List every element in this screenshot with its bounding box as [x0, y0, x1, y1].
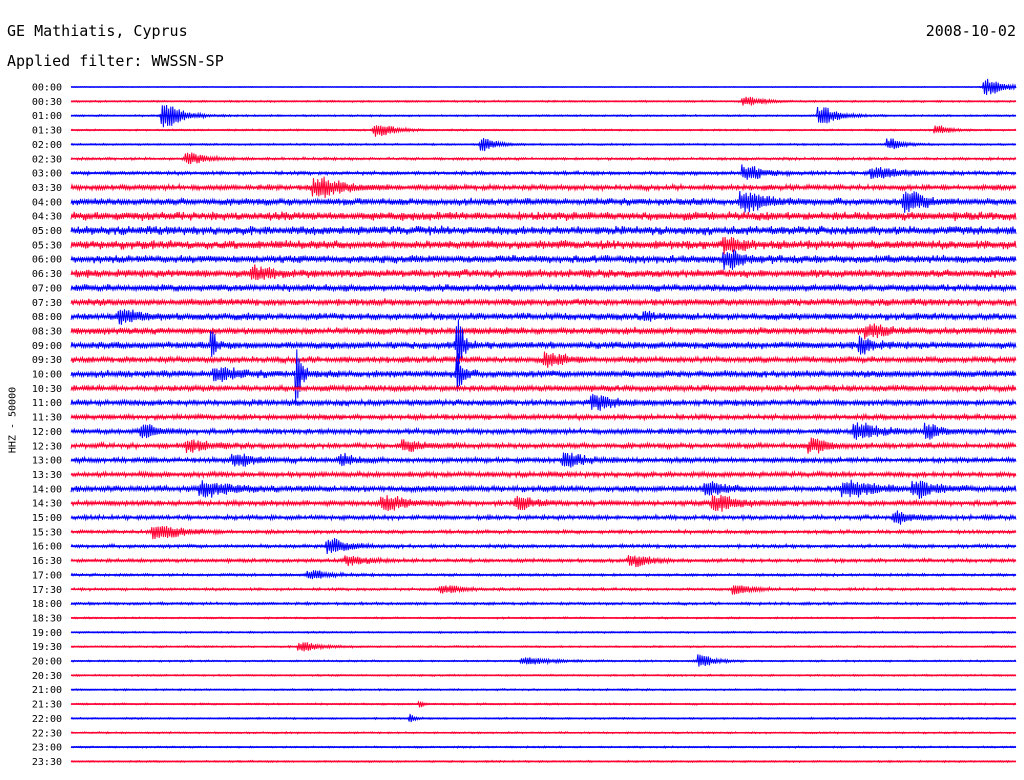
- row-time-label: 22:00: [32, 714, 62, 725]
- seismic-trace-1430: [70, 494, 1017, 512]
- row-time-label: 13:00: [32, 456, 62, 467]
- row-time-label: 05:00: [32, 226, 62, 237]
- seismic-trace-0930: [70, 351, 1017, 368]
- row-time-label: 14:00: [32, 484, 62, 495]
- seismic-trace-1000: [70, 349, 1017, 403]
- row-time-label: 07:00: [32, 283, 62, 294]
- row-time-label: 04:30: [32, 212, 62, 223]
- row-time-label: 01:30: [32, 126, 62, 137]
- row-time-label: 01:00: [32, 111, 62, 122]
- seismic-trace-0800: [70, 309, 1017, 325]
- row-time-label: 02:00: [32, 140, 62, 151]
- row-time-label: 08:00: [32, 312, 62, 323]
- row-time-label: 14:30: [32, 499, 62, 510]
- row-time-label: 23:30: [32, 757, 62, 768]
- seismic-trace-0630: [70, 264, 1017, 280]
- seismic-trace-1100: [70, 393, 1017, 411]
- row-time-label: 16:00: [32, 542, 62, 553]
- row-time-label: 03:00: [32, 169, 62, 180]
- row-time-label: 15:00: [32, 513, 62, 524]
- seismic-trace-0300: [70, 164, 1017, 180]
- row-time-label: 12:00: [32, 427, 62, 438]
- row-time-label: 21:00: [32, 685, 62, 696]
- row-time-label: 07:30: [32, 298, 62, 309]
- row-time-label: 23:00: [32, 743, 62, 754]
- row-time-label: 13:30: [32, 470, 62, 481]
- row-time-label: 17:00: [32, 570, 62, 581]
- row-time-label: 11:00: [32, 398, 62, 409]
- seismic-trace-0430: [70, 211, 1017, 222]
- row-time-label: 10:30: [32, 384, 62, 395]
- row-time-label: 16:30: [32, 556, 62, 567]
- seismic-trace-0130: [70, 125, 1017, 137]
- row-time-label: 10:00: [32, 370, 62, 381]
- row-time-label: 15:30: [32, 527, 62, 538]
- seismic-trace-1500: [70, 510, 1017, 525]
- seismic-trace-1130: [70, 412, 1017, 422]
- seismic-trace-1200: [70, 422, 1017, 440]
- seismic-trace-0330: [70, 176, 1017, 199]
- row-time-label: 17:30: [32, 585, 62, 596]
- row-time-label: 12:30: [32, 441, 62, 452]
- row-time-label: 08:30: [32, 326, 62, 337]
- row-time-label: 21:30: [32, 700, 62, 711]
- seismic-trace-0400: [70, 190, 1017, 213]
- row-time-label: 19:30: [32, 642, 62, 653]
- seismic-trace-0530: [70, 236, 1017, 255]
- row-time-label: 20:30: [32, 671, 62, 682]
- seismic-trace-0700: [70, 282, 1017, 293]
- row-time-label: 04:00: [32, 197, 62, 208]
- row-time-label: 09:30: [32, 355, 62, 366]
- row-time-label: 19:00: [32, 628, 62, 639]
- row-time-label: 03:30: [32, 183, 62, 194]
- row-time-label: 09:00: [32, 341, 62, 352]
- date-label: 2008-10-02: [925, 22, 1016, 40]
- seismic-trace-0830: [70, 323, 1017, 340]
- seismic-trace-1400: [70, 479, 1017, 499]
- seismic-trace-1730: [70, 585, 1017, 595]
- seismic-trace-0900: [70, 319, 1017, 375]
- row-time-label: 02:30: [32, 154, 62, 165]
- filter-label: Applied filter: WWSSN-SP: [7, 52, 224, 70]
- row-time-label: 06:00: [32, 255, 62, 266]
- seismic-trace-1300: [70, 452, 1017, 468]
- row-time-label: 22:30: [32, 728, 62, 739]
- row-time-label: 20:00: [32, 657, 62, 668]
- station-title: GE Mathiatis, Cyprus: [7, 22, 188, 40]
- row-time-label: 06:30: [32, 269, 62, 280]
- seismic-trace-0730: [70, 297, 1017, 308]
- row-time-label: 05:30: [32, 240, 62, 251]
- row-time-label: 00:00: [32, 83, 62, 94]
- seismic-trace-1230: [70, 437, 1017, 454]
- row-time-label: 00:30: [32, 97, 62, 108]
- seismic-trace-0500: [70, 225, 1017, 236]
- seismic-trace-1030: [70, 383, 1017, 394]
- row-time-label: 18:30: [32, 613, 62, 624]
- row-time-label: 18:00: [32, 599, 62, 610]
- row-time-label: 11:30: [32, 413, 62, 424]
